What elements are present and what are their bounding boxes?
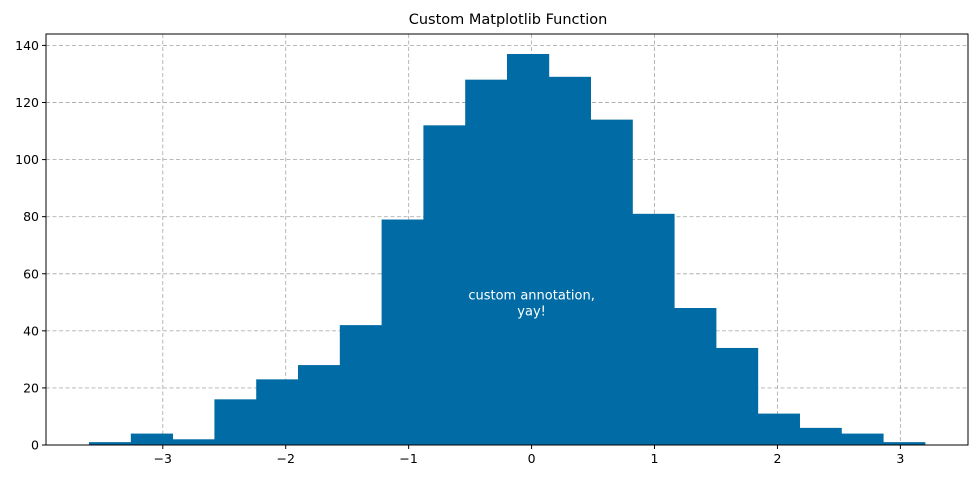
y-tick-label: 60: [23, 266, 39, 281]
histogram-bar: [130, 433, 174, 445]
y-tick-label: 40: [23, 323, 39, 338]
y-tick-label: 120: [15, 95, 39, 110]
x-tick-label: 1: [651, 451, 659, 466]
x-tick-label: 2: [773, 451, 781, 466]
histogram-bar: [674, 308, 717, 445]
histogram-bar: [465, 79, 508, 446]
histogram-bar: [298, 365, 341, 445]
histogram-bar: [507, 53, 550, 446]
histogram-bar: [256, 379, 299, 445]
histogram-bar: [89, 442, 132, 445]
histogram-bar: [548, 76, 591, 445]
histogram-bar: [172, 439, 215, 445]
chart-title: Custom Matplotlib Function: [409, 12, 608, 28]
x-tick-label: −3: [154, 451, 172, 466]
histogram-bar: [883, 442, 926, 445]
y-tick-label: 0: [31, 438, 39, 453]
histogram-bar: [381, 219, 424, 445]
y-tick-label: 20: [23, 380, 39, 395]
histogram-bar: [799, 427, 842, 445]
histogram-bar: [214, 399, 257, 445]
x-tick-label: 3: [896, 451, 904, 466]
histogram-bar: [715, 347, 759, 445]
histogram-bar: [339, 325, 383, 445]
histogram-bar: [757, 413, 800, 445]
x-axis-ticks: −3 −2 −1 0 1 2 3: [154, 445, 904, 466]
annotation-line-2: yay!: [517, 304, 546, 319]
histogram-bar: [590, 119, 633, 445]
histogram-bar: [423, 125, 466, 445]
y-tick-label: 80: [23, 209, 39, 224]
histogram-bars: [89, 53, 926, 446]
annotation-line-1: custom annotation,: [468, 288, 595, 303]
histogram-bar: [841, 433, 884, 445]
axes-frame: [45, 33, 969, 446]
x-tick-label: −2: [277, 451, 295, 466]
x-tick-label: 0: [528, 451, 536, 466]
histogram-bar: [632, 213, 675, 445]
y-tick-label: 100: [15, 152, 39, 167]
x-tick-label: −1: [399, 451, 417, 466]
y-axis-ticks: 0 20 40 60 80 100 120 140: [15, 38, 46, 453]
y-tick-label: 140: [15, 38, 39, 53]
